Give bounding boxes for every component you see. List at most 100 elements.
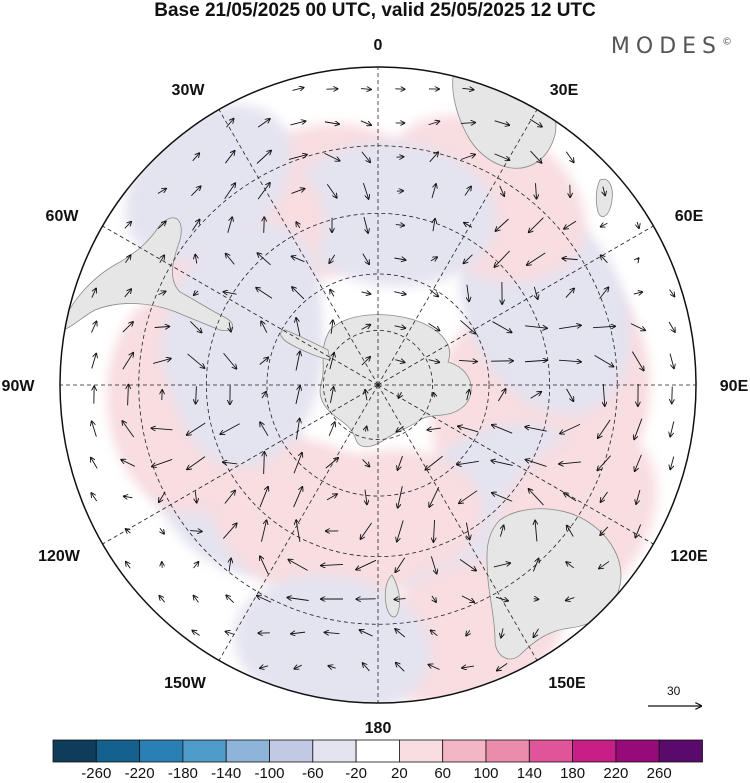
wind-arrow (157, 189, 166, 194)
wind-arrow (260, 422, 269, 436)
wind-arrow (325, 632, 340, 633)
wind-arrow (396, 663, 405, 672)
wind-arrow (152, 459, 173, 466)
colorbar-swatch (572, 739, 617, 763)
wind-arrow (194, 291, 198, 295)
map-title: Base 21/05/2025 00 UTC, valid 25/05/2025… (154, 0, 596, 21)
meridian (377, 222, 659, 386)
wind-arrow (126, 529, 131, 533)
wind-arrow (566, 388, 574, 401)
wind-arrow (433, 519, 434, 542)
wind-arrow (124, 496, 133, 497)
wind-arrow (564, 493, 577, 502)
wind-arrow (464, 186, 471, 196)
wind-arrow (398, 486, 403, 508)
wind-arrow (331, 320, 333, 334)
wind-arrow (220, 423, 240, 434)
wind-arrow (598, 419, 611, 438)
wind-arrow (467, 284, 469, 302)
wind-arrow (603, 383, 605, 406)
colorbar-swatch (485, 739, 530, 763)
wind-arrow (288, 155, 307, 160)
wind-arrow (360, 522, 372, 539)
colorbar-tick-label: 60 (434, 765, 452, 782)
vector-scale-label: 30 (667, 684, 681, 698)
wind-arrow (291, 189, 304, 194)
wind-arrow (257, 119, 270, 128)
wind-arrow (159, 596, 165, 603)
wind-arrow (363, 182, 368, 199)
wind-arrow (91, 458, 98, 469)
wind-arrow (495, 218, 509, 231)
wind-arrow (295, 419, 299, 440)
wind-arrow (362, 253, 369, 265)
wind-arrow (192, 153, 200, 162)
wind-arrow (669, 353, 674, 369)
wind-arrow (493, 563, 510, 568)
wind-arrow (190, 531, 202, 532)
wind-arrow (395, 360, 404, 363)
lon-label-180: 180 (365, 720, 392, 737)
parallel (323, 330, 433, 440)
wind-arrow (259, 357, 269, 365)
wind-arrow (670, 421, 675, 436)
lon-label-0: 0 (374, 37, 383, 54)
new-zealand (384, 574, 400, 618)
wind-arrow (564, 220, 577, 229)
wind-arrow (292, 287, 305, 300)
wind-arrow (494, 250, 510, 267)
wind-arrow (257, 596, 272, 603)
wind-arrow (429, 152, 438, 163)
wind-arrow (223, 292, 237, 294)
wind-arrow (395, 629, 406, 638)
wind-arrow (599, 561, 610, 568)
wind-arrow (432, 595, 436, 602)
wind-arrow (187, 422, 206, 435)
wind-arrow (600, 526, 609, 535)
colorbar-swatch (139, 739, 184, 763)
wind-arrow (631, 351, 643, 371)
wind-arrow (635, 454, 642, 471)
meridian (377, 104, 541, 386)
wind-arrow (601, 255, 608, 264)
wind-arrow (193, 562, 199, 569)
wind-arrow (151, 428, 173, 430)
wind-arrow (91, 288, 96, 298)
meridian (377, 384, 541, 666)
wind-arrow (296, 318, 301, 337)
wind-arrow (459, 360, 477, 361)
wind-arrow (223, 352, 237, 368)
wind-arrow (288, 560, 308, 571)
wind-arrow (227, 217, 232, 233)
south-america (60, 217, 233, 332)
wind-arrow (532, 559, 538, 572)
wind-arrow (225, 151, 234, 164)
colorbar-tick-label: 100 (473, 765, 499, 782)
wind-arrow (256, 151, 271, 164)
antarctica-landmass (319, 314, 472, 448)
wind-arrow (462, 666, 475, 668)
colorbar-tick-label: 180 (560, 765, 586, 782)
wind-arrow (428, 322, 440, 330)
wind-arrow (460, 154, 475, 160)
brand-text: MODES (610, 34, 722, 59)
wind-arrow (293, 453, 302, 474)
lon-label-150w: 150W (164, 675, 207, 692)
colorbar-swatch (442, 739, 487, 763)
wind-vectors (91, 88, 675, 672)
wind-arrow (192, 630, 200, 636)
colorbar-swatch (398, 739, 444, 763)
wind-arrow (321, 564, 344, 565)
wind-arrow (491, 461, 513, 466)
wind-arrow (330, 387, 333, 403)
wind-arrow (362, 459, 370, 466)
wind-arrow (264, 452, 265, 475)
wind-arrow (361, 292, 371, 294)
wind-arrow (229, 322, 231, 331)
wind-arrow (122, 353, 133, 370)
wind-arrow (394, 258, 405, 260)
parallel (266, 273, 490, 497)
wind-arrow (670, 456, 675, 470)
wind-arrow (635, 524, 642, 538)
wind-arrow (559, 325, 581, 330)
